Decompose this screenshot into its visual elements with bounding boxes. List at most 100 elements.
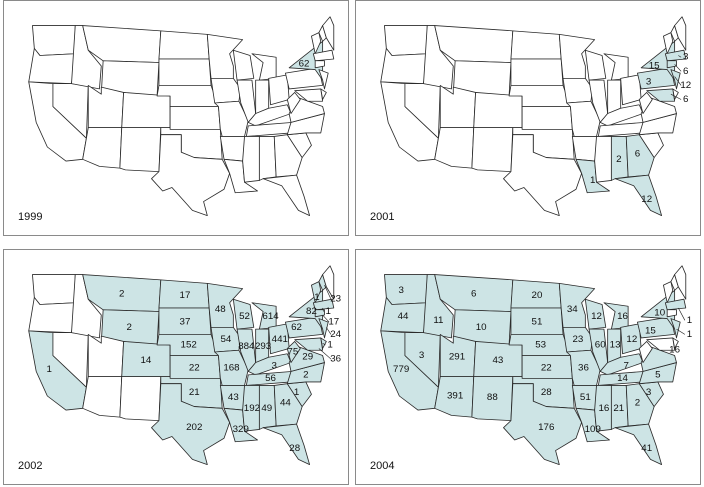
state-count-ma: 3 xyxy=(683,52,688,63)
state-count-nd: 20 xyxy=(532,290,543,301)
year-label: 1999 xyxy=(18,211,43,223)
state-count-md: 6 xyxy=(683,94,688,105)
state-mn xyxy=(206,282,244,328)
state-count-ut: 291 xyxy=(449,352,465,363)
state-count-fl: 12 xyxy=(641,194,652,205)
state-ga xyxy=(625,134,655,178)
state-count-ny: 82 xyxy=(306,306,317,317)
state-az xyxy=(82,127,123,169)
state-ct xyxy=(314,60,325,69)
state-tx xyxy=(151,383,231,466)
state-in xyxy=(607,79,622,114)
state-count-al: 49 xyxy=(261,403,272,414)
state-count-nh: 23 xyxy=(330,294,341,305)
state-co xyxy=(121,92,171,129)
state-count-vt: 1 xyxy=(314,292,319,303)
state-count-ga: 6 xyxy=(635,149,640,160)
leader-line-ma xyxy=(322,307,324,312)
state-count-de: 1 xyxy=(327,340,332,351)
state-count-la: 109 xyxy=(585,424,601,435)
state-mi xyxy=(603,53,629,81)
state-count-ga: 44 xyxy=(280,398,291,409)
state-count-mo: 36 xyxy=(578,363,589,374)
leader-line-md xyxy=(670,93,682,100)
state-count-oh: 441 xyxy=(272,334,288,345)
state-ia xyxy=(562,77,594,104)
state-wa xyxy=(32,274,76,305)
state-fl xyxy=(614,174,663,217)
state-wv xyxy=(638,341,653,363)
state-count-nc: 2 xyxy=(303,370,308,381)
state-vt xyxy=(311,281,322,304)
state-tx xyxy=(503,134,583,217)
leader-line-nj xyxy=(326,327,332,335)
state-mi xyxy=(603,302,629,330)
state-count-in: 293 xyxy=(255,341,271,352)
state-count-ok: 21 xyxy=(189,387,200,398)
state-oh xyxy=(268,74,290,106)
state-me xyxy=(322,16,335,51)
state-fl xyxy=(262,423,311,466)
state-pa xyxy=(637,67,676,90)
state-count-md: 36 xyxy=(330,354,341,365)
state-count-ne: 152 xyxy=(181,340,197,351)
state-count-al: 21 xyxy=(613,403,624,414)
state-count-ne: 53 xyxy=(535,340,546,351)
state-nm xyxy=(471,127,514,173)
state-ms xyxy=(594,385,612,432)
state-wa xyxy=(384,274,428,305)
state-mn xyxy=(558,33,596,79)
state-nj xyxy=(318,69,329,90)
state-count-fl: 28 xyxy=(289,443,300,454)
state-count-la: 1 xyxy=(590,175,595,186)
state-ct xyxy=(666,60,677,69)
state-count-nj: 24 xyxy=(330,329,341,340)
state-ma xyxy=(312,49,335,62)
state-ut xyxy=(87,85,125,129)
state-count-nd: 17 xyxy=(180,290,191,301)
state-count-ny: 10 xyxy=(654,308,665,319)
state-count-al: 2 xyxy=(616,154,621,165)
state-nm xyxy=(119,127,162,173)
state-count-mn: 34 xyxy=(567,304,578,315)
state-nv xyxy=(404,332,441,388)
state-count-pa: 3 xyxy=(646,77,651,88)
us-map: 62 xyxy=(28,16,335,217)
state-count-wa: 3 xyxy=(398,285,403,296)
leader-line-ct xyxy=(322,314,330,323)
state-nj xyxy=(670,318,681,339)
map-panel-2002: 2 17 37 152 22 21 202 2 14 1 48 54 168 43 329 52 884 293 6… xyxy=(3,249,349,485)
state-me xyxy=(674,265,687,300)
state-nv xyxy=(404,83,441,139)
state-count-mt: 6 xyxy=(471,289,476,300)
state-count-mn: 48 xyxy=(215,304,226,315)
state-nm xyxy=(119,376,162,422)
state-nj xyxy=(318,318,329,339)
state-count-wy: 2 xyxy=(126,322,131,333)
state-count-nj: 12 xyxy=(680,80,691,91)
state-mn xyxy=(558,282,596,328)
state-count-ok: 28 xyxy=(541,387,552,398)
state-mt xyxy=(82,25,162,63)
state-count-or: 44 xyxy=(398,311,409,322)
state-count-wi: 52 xyxy=(239,311,250,322)
leader-line-ma xyxy=(678,55,682,58)
leader-line-de xyxy=(322,342,326,346)
state-ks xyxy=(169,106,221,130)
state-count-ia: 54 xyxy=(220,334,231,345)
state-md xyxy=(294,337,324,351)
state-count-ms: 192 xyxy=(244,403,260,414)
state-vt xyxy=(663,32,674,55)
year-label: 2001 xyxy=(370,211,395,223)
leader-line-ct xyxy=(674,64,682,72)
state-pa xyxy=(637,316,676,339)
state-count-pa: 15 xyxy=(645,326,656,337)
state-count-ks: 22 xyxy=(189,363,200,374)
state-tx xyxy=(151,134,231,217)
state-nd xyxy=(158,30,210,60)
state-ks xyxy=(521,106,573,130)
state-md xyxy=(646,88,676,102)
state-count-va: 16 xyxy=(669,345,680,356)
state-count-wi: 12 xyxy=(591,311,602,322)
